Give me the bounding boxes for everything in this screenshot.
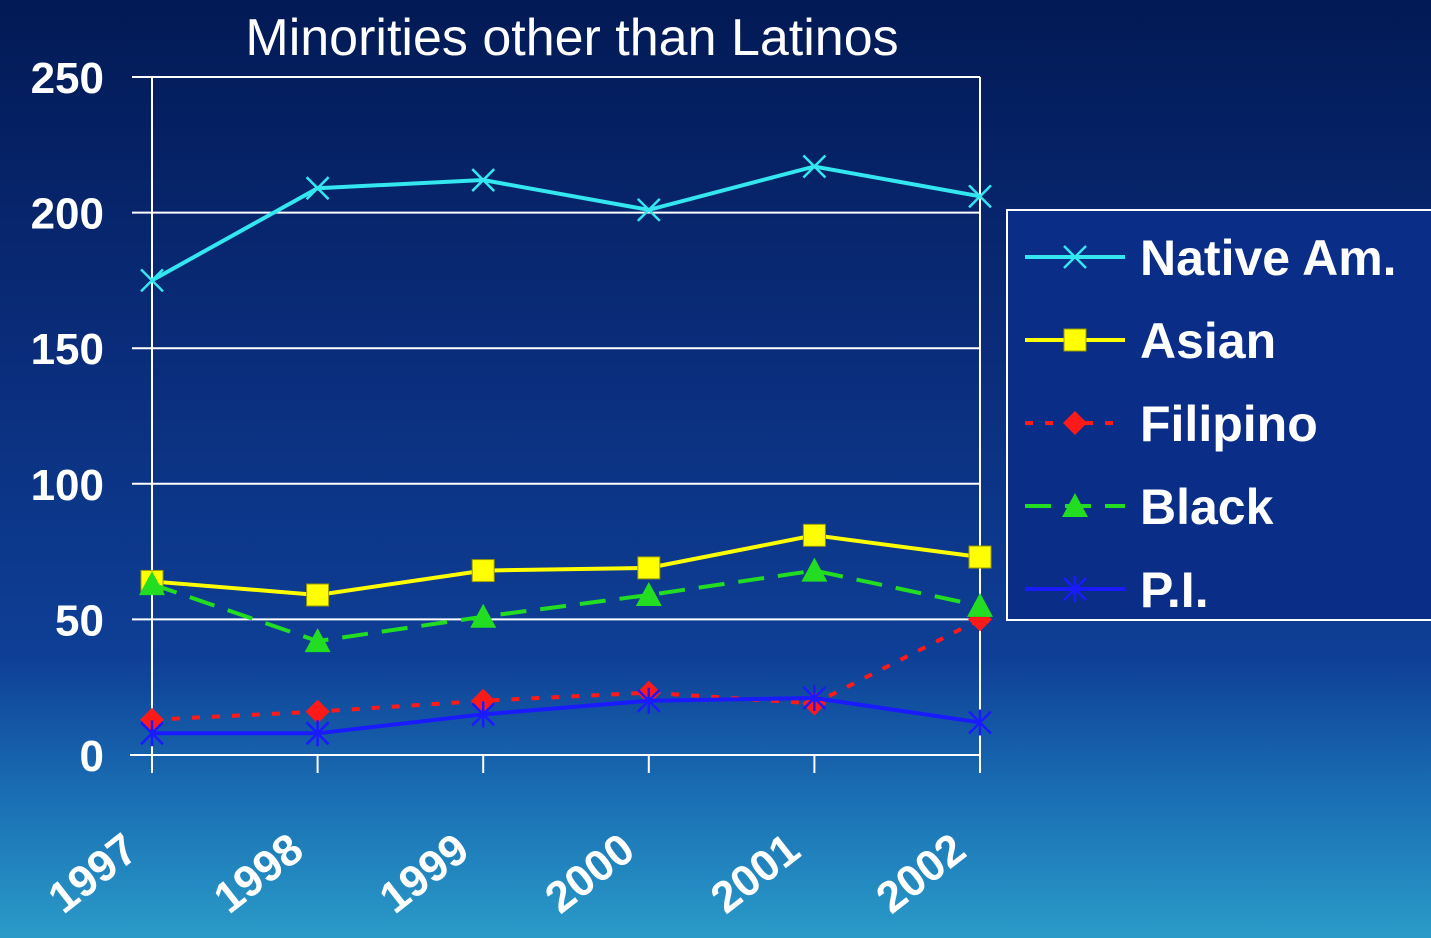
data-point [305,720,330,747]
legend: Native Am. Asian Filipino Black P.I. [1006,209,1431,621]
y-tick-label: 100 [31,461,104,510]
data-point [471,701,496,728]
series-line [152,696,981,736]
data-point [802,154,827,179]
series-line [151,568,981,644]
data-point [968,709,992,736]
data-point [471,559,495,583]
data-point [802,523,826,547]
x-tick-label: 1999 [371,824,478,923]
data-point [305,699,330,724]
data-point [637,556,661,580]
series-line [151,164,981,283]
x-tick-label: 2000 [536,824,643,923]
data-point [967,592,993,617]
data-point [968,545,992,569]
legend-swatch-marker [1063,411,1087,435]
series-p-i [140,685,992,747]
legend-label: Native Am. [1140,230,1397,286]
legend-label: Filipino [1140,396,1318,452]
x-tick-label: 2001 [702,824,809,923]
data-point [635,581,662,606]
data-point [636,198,661,222]
legend-label: Black [1140,479,1274,535]
legend-swatch-marker [1063,576,1087,602]
data-point [140,268,164,293]
data-point [306,583,330,607]
legend-swatch-marker [1063,245,1087,269]
legend-item: Filipino [1025,396,1318,452]
y-tick-label: 200 [31,190,104,239]
series-black [139,557,993,653]
legend-item: P.I. [1025,562,1209,618]
y-tick-label: 50 [55,596,104,645]
series-native-am [140,154,992,293]
data-point [305,176,330,201]
data-point [470,603,497,628]
data-point [304,628,331,653]
y-tick-label: 250 [31,54,104,103]
legend-swatch-marker [1063,328,1087,352]
legend-swatch-marker [1062,493,1088,517]
series-lines [139,154,993,747]
x-tick-label: 1997 [39,824,146,923]
legend-item: Black [1025,479,1274,535]
data-point [636,687,661,714]
series-line [151,533,981,598]
data-point [802,685,827,712]
chart-title: Minorities other than Latinos [245,9,898,67]
data-point [471,168,496,192]
data-point [801,557,828,582]
legend-label: P.I. [1140,562,1209,618]
y-tick-label: 0 [80,732,104,781]
data-point [140,720,164,747]
legend-item: Asian [1025,313,1276,369]
data-point [139,571,165,596]
x-tick-label: 2002 [867,824,974,923]
series-asian [140,523,992,607]
legend-label: Asian [1140,313,1276,369]
y-tick-label: 150 [31,325,104,374]
data-point [968,184,992,209]
legend-item: Native Am. [1025,230,1397,286]
x-tick-label: 1998 [205,824,312,923]
gridlines [152,76,981,755]
